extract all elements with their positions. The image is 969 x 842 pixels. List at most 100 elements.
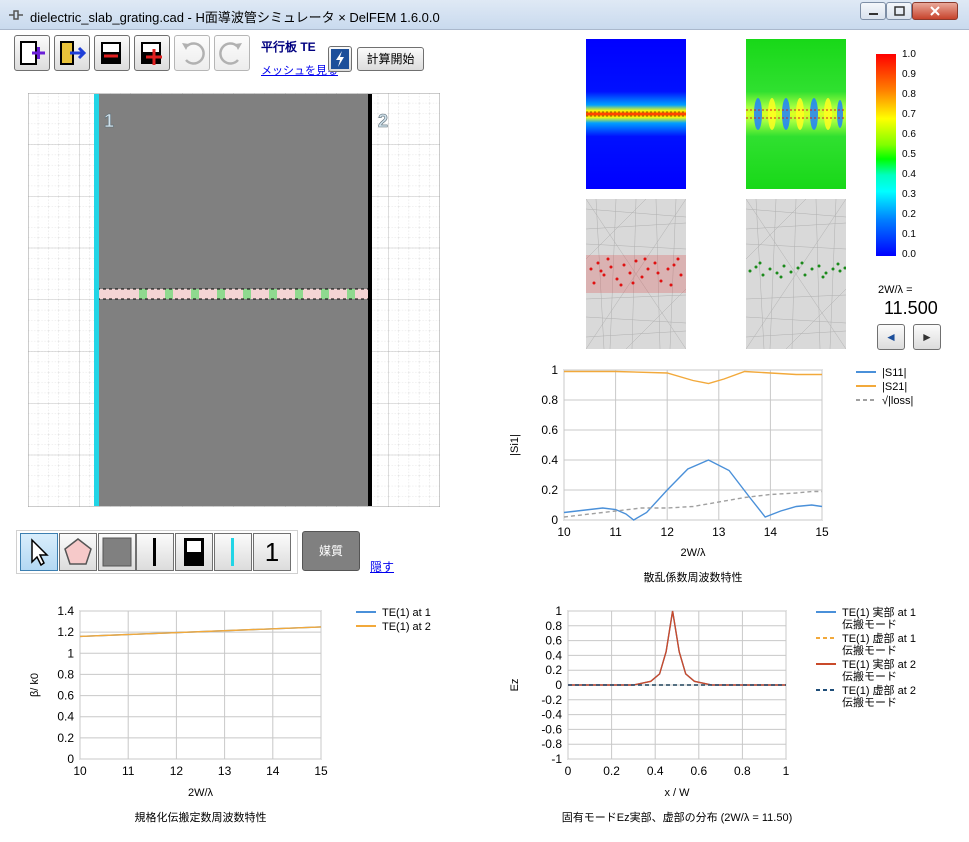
x-axis-label: x / W <box>664 787 690 799</box>
legend-label: TE(1) 実部 at 1 <box>842 605 916 619</box>
legend-label: 伝搬モード <box>842 669 897 683</box>
y-axis-label: β/ k0 <box>29 673 41 697</box>
legend-label: TE(1) at 2 <box>382 621 431 633</box>
maximize-icon <box>894 6 905 16</box>
port-2-label: 2 <box>378 111 388 131</box>
port-2-line[interactable] <box>368 94 372 506</box>
x-tick-label: 12 <box>661 525 675 539</box>
colorbar-tick-label: 0.6 <box>902 129 916 140</box>
app-icon <box>9 10 23 20</box>
number-one-tool-button[interactable]: 1 <box>253 533 291 571</box>
y-tick-label: 1.2 <box>57 625 74 639</box>
x-tick-label: 0.2 <box>603 764 620 778</box>
add-port-button[interactable] <box>134 35 170 71</box>
series-line <box>79 626 322 638</box>
field-plot-port2 <box>746 39 846 189</box>
cad-canvas[interactable]: 1 2 <box>28 93 440 507</box>
waveguide-region[interactable] <box>97 94 371 506</box>
x-tick-label: 0.4 <box>647 764 664 778</box>
x-tick-label: 15 <box>314 764 328 778</box>
y-tick-label: 0.8 <box>545 619 562 633</box>
y-axis-label: Ez <box>509 679 521 692</box>
legend-label: √|loss| <box>882 395 913 407</box>
select-arrow-icon <box>31 538 49 567</box>
port-line-icon <box>153 538 156 566</box>
y-tick-label: -0.6 <box>541 722 562 736</box>
x-tick-label: 10 <box>73 764 87 778</box>
x-tick-label: 12 <box>170 764 184 778</box>
legend-label: |S21| <box>882 381 907 393</box>
mesh-plot-port1 <box>586 199 686 349</box>
legend-label: 伝搬モード <box>842 695 897 709</box>
redo-button[interactable] <box>214 35 250 71</box>
select-tool-button[interactable] <box>20 533 58 571</box>
port-1-line[interactable] <box>94 94 99 506</box>
x-tick-label: 1 <box>783 764 790 778</box>
x-tick-label: 11 <box>122 764 135 778</box>
y-tick-label: 0.4 <box>545 648 562 662</box>
y-tick-label: 0.8 <box>57 667 74 681</box>
plot-area <box>563 369 823 521</box>
undo-icon <box>182 42 205 65</box>
y-tick-label: -0.4 <box>541 708 562 722</box>
minimize-button[interactable] <box>860 2 886 20</box>
hide-link[interactable]: 隠す <box>370 560 395 574</box>
legend-label: 伝搬モード <box>842 643 897 657</box>
y-tick-label: 0 <box>555 678 562 692</box>
x-tick-label: 0 <box>565 764 572 778</box>
y-tick-label: 0.4 <box>57 710 74 724</box>
redo-icon <box>219 42 242 65</box>
y-tick-label: 0 <box>67 752 74 766</box>
x-tick-label: 14 <box>266 764 280 778</box>
view-mesh-link[interactable]: メッシュを見る <box>261 65 338 77</box>
open-file-icon <box>60 41 86 65</box>
prev-frequency-button[interactable]: ◄ <box>877 324 905 350</box>
new-file-icon <box>20 41 45 65</box>
colorbar-tick-label: 0.2 <box>902 209 916 220</box>
minimize-icon <box>869 13 878 15</box>
x-tick-label: 13 <box>218 764 232 778</box>
field-plot-port1 <box>586 39 686 189</box>
series-line <box>563 459 823 521</box>
remove-port-button[interactable] <box>94 35 130 71</box>
dielectric-slab[interactable] <box>97 289 371 299</box>
next-frequency-button[interactable]: ► <box>913 324 941 350</box>
half-fill-square-icon <box>184 538 204 566</box>
lightning-button[interactable] <box>328 46 352 72</box>
title-bar: dielectric_slab_grating.cad - H面導波管シミュレー… <box>0 0 969 30</box>
left-arrow-icon: ◄ <box>885 330 897 344</box>
fill-tool-button[interactable] <box>98 533 136 571</box>
colorbar-tick-label: 1.0 <box>902 49 916 60</box>
y-tick-label: -0.2 <box>541 693 562 707</box>
undo-button[interactable] <box>174 35 210 71</box>
series-line <box>568 610 786 686</box>
y-tick-label: -1 <box>551 752 562 766</box>
cyan-line-tool-button[interactable] <box>214 533 252 571</box>
series-line <box>563 490 822 518</box>
close-button[interactable] <box>912 2 958 20</box>
y-tick-label: 1 <box>551 363 558 377</box>
close-icon <box>930 6 940 16</box>
right-arrow-icon: ► <box>921 330 933 344</box>
maximize-button[interactable] <box>886 2 912 20</box>
polygon-tool-button[interactable] <box>59 533 97 571</box>
x-tick-label: 10 <box>557 525 571 539</box>
y-axis-label: |Si1| <box>509 434 521 456</box>
colorbar-tick-label: 0.0 <box>902 249 916 260</box>
legend-label: TE(1) at 1 <box>382 607 431 619</box>
run-calculation-button[interactable]: 計算開始 <box>357 47 424 71</box>
half-fill-tool-button[interactable] <box>175 533 213 571</box>
ratio-label: 2W/λ = <box>878 284 913 296</box>
y-tick-label: 0.8 <box>541 393 558 407</box>
y-tick-label: 0.6 <box>545 634 562 648</box>
y-tick-label: 0.6 <box>541 423 558 437</box>
open-file-button[interactable] <box>54 35 90 71</box>
colorbar-tick-label: 0.5 <box>902 149 916 160</box>
port-line-tool-button[interactable] <box>136 533 174 571</box>
y-tick-label: 1 <box>67 646 74 660</box>
series-line <box>564 370 822 385</box>
new-file-button[interactable] <box>14 35 50 71</box>
add-port-icon <box>141 42 162 65</box>
x-axis-label: 2W/λ <box>188 787 214 799</box>
media-button[interactable]: 媒質 <box>302 531 360 571</box>
